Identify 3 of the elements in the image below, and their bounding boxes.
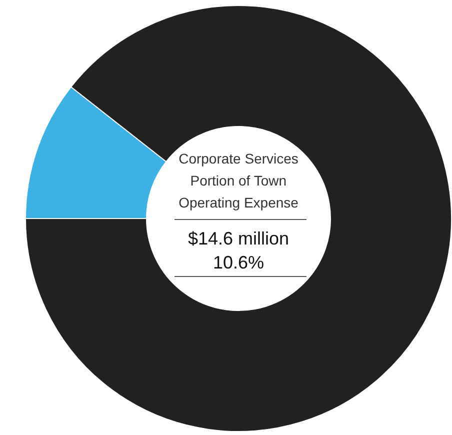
text: 10.6% [212,252,264,272]
text: $14.6 million [188,228,290,248]
text: Corporate Services Portion of Town Operating Expense [178,150,299,210]
